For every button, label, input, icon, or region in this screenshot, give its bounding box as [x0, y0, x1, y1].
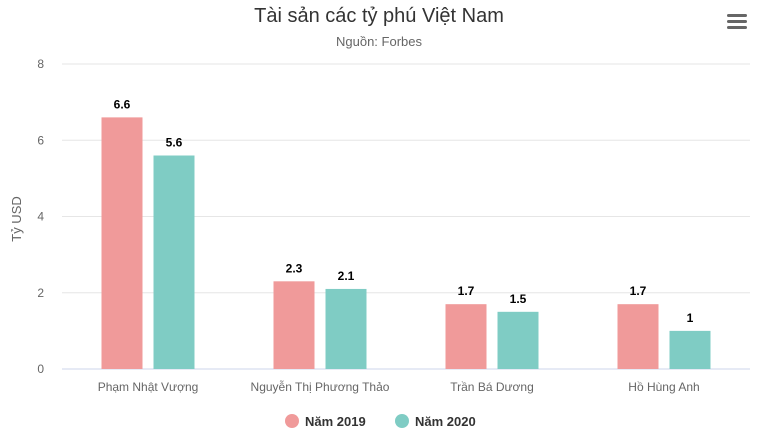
- data-label: 2.3: [286, 261, 303, 275]
- legend-item[interactable]: Năm 2019: [285, 414, 366, 429]
- x-tick-label: Nguyễn Thị Phương Thảo: [251, 379, 390, 394]
- x-tick-label: Trần Bá Dương: [450, 380, 534, 394]
- bar[interactable]: [669, 330, 711, 369]
- y-tick-label: 0: [37, 362, 44, 376]
- bar[interactable]: [101, 117, 143, 369]
- bar[interactable]: [153, 155, 195, 370]
- bars: [101, 117, 711, 370]
- legend-label: Năm 2020: [415, 414, 476, 429]
- y-axis-ticks: 0 2 4 6 8: [37, 57, 44, 376]
- y-tick-label: 4: [37, 210, 44, 224]
- bar[interactable]: [617, 304, 659, 369]
- bar[interactable]: [497, 311, 539, 369]
- x-tick-label: Phạm Nhật Vượng: [98, 380, 199, 394]
- bar[interactable]: [445, 304, 487, 369]
- data-labels: 6.6 5.6 2.3 2.1 1.7 1.5 1.7 1: [114, 97, 694, 325]
- y-tick-label: 2: [37, 286, 44, 300]
- chart-title: Tài sản các tỷ phú Việt Nam: [254, 5, 504, 27]
- x-tick-label: Hồ Hùng Anh: [628, 380, 699, 394]
- x-axis-ticks: Phạm Nhật Vượng Nguyễn Thị Phương Thảo Trầ…: [98, 379, 700, 394]
- bar[interactable]: [325, 288, 367, 369]
- legend-marker: [285, 414, 299, 428]
- data-label: 1.5: [510, 292, 527, 306]
- data-label: 2.1: [338, 269, 355, 283]
- data-label: 1: [687, 311, 694, 325]
- legend-item[interactable]: Năm 2020: [395, 414, 476, 429]
- data-label: 1.7: [630, 284, 647, 298]
- data-label: 1.7: [458, 284, 475, 298]
- y-tick-label: 6: [37, 133, 44, 147]
- legend-label: Năm 2019: [305, 414, 366, 429]
- y-tick-label: 8: [37, 57, 44, 71]
- legend-marker: [395, 414, 409, 428]
- hamburger-menu-icon[interactable]: [724, 8, 752, 34]
- data-label: 6.6: [114, 97, 131, 111]
- y-axis-label: Tỷ USD: [9, 196, 24, 242]
- bar[interactable]: [273, 281, 315, 369]
- data-label: 5.6: [166, 136, 183, 150]
- legend: Năm 2019 Năm 2020: [285, 414, 476, 429]
- chart-subtitle: Nguồn: Forbes: [336, 34, 422, 49]
